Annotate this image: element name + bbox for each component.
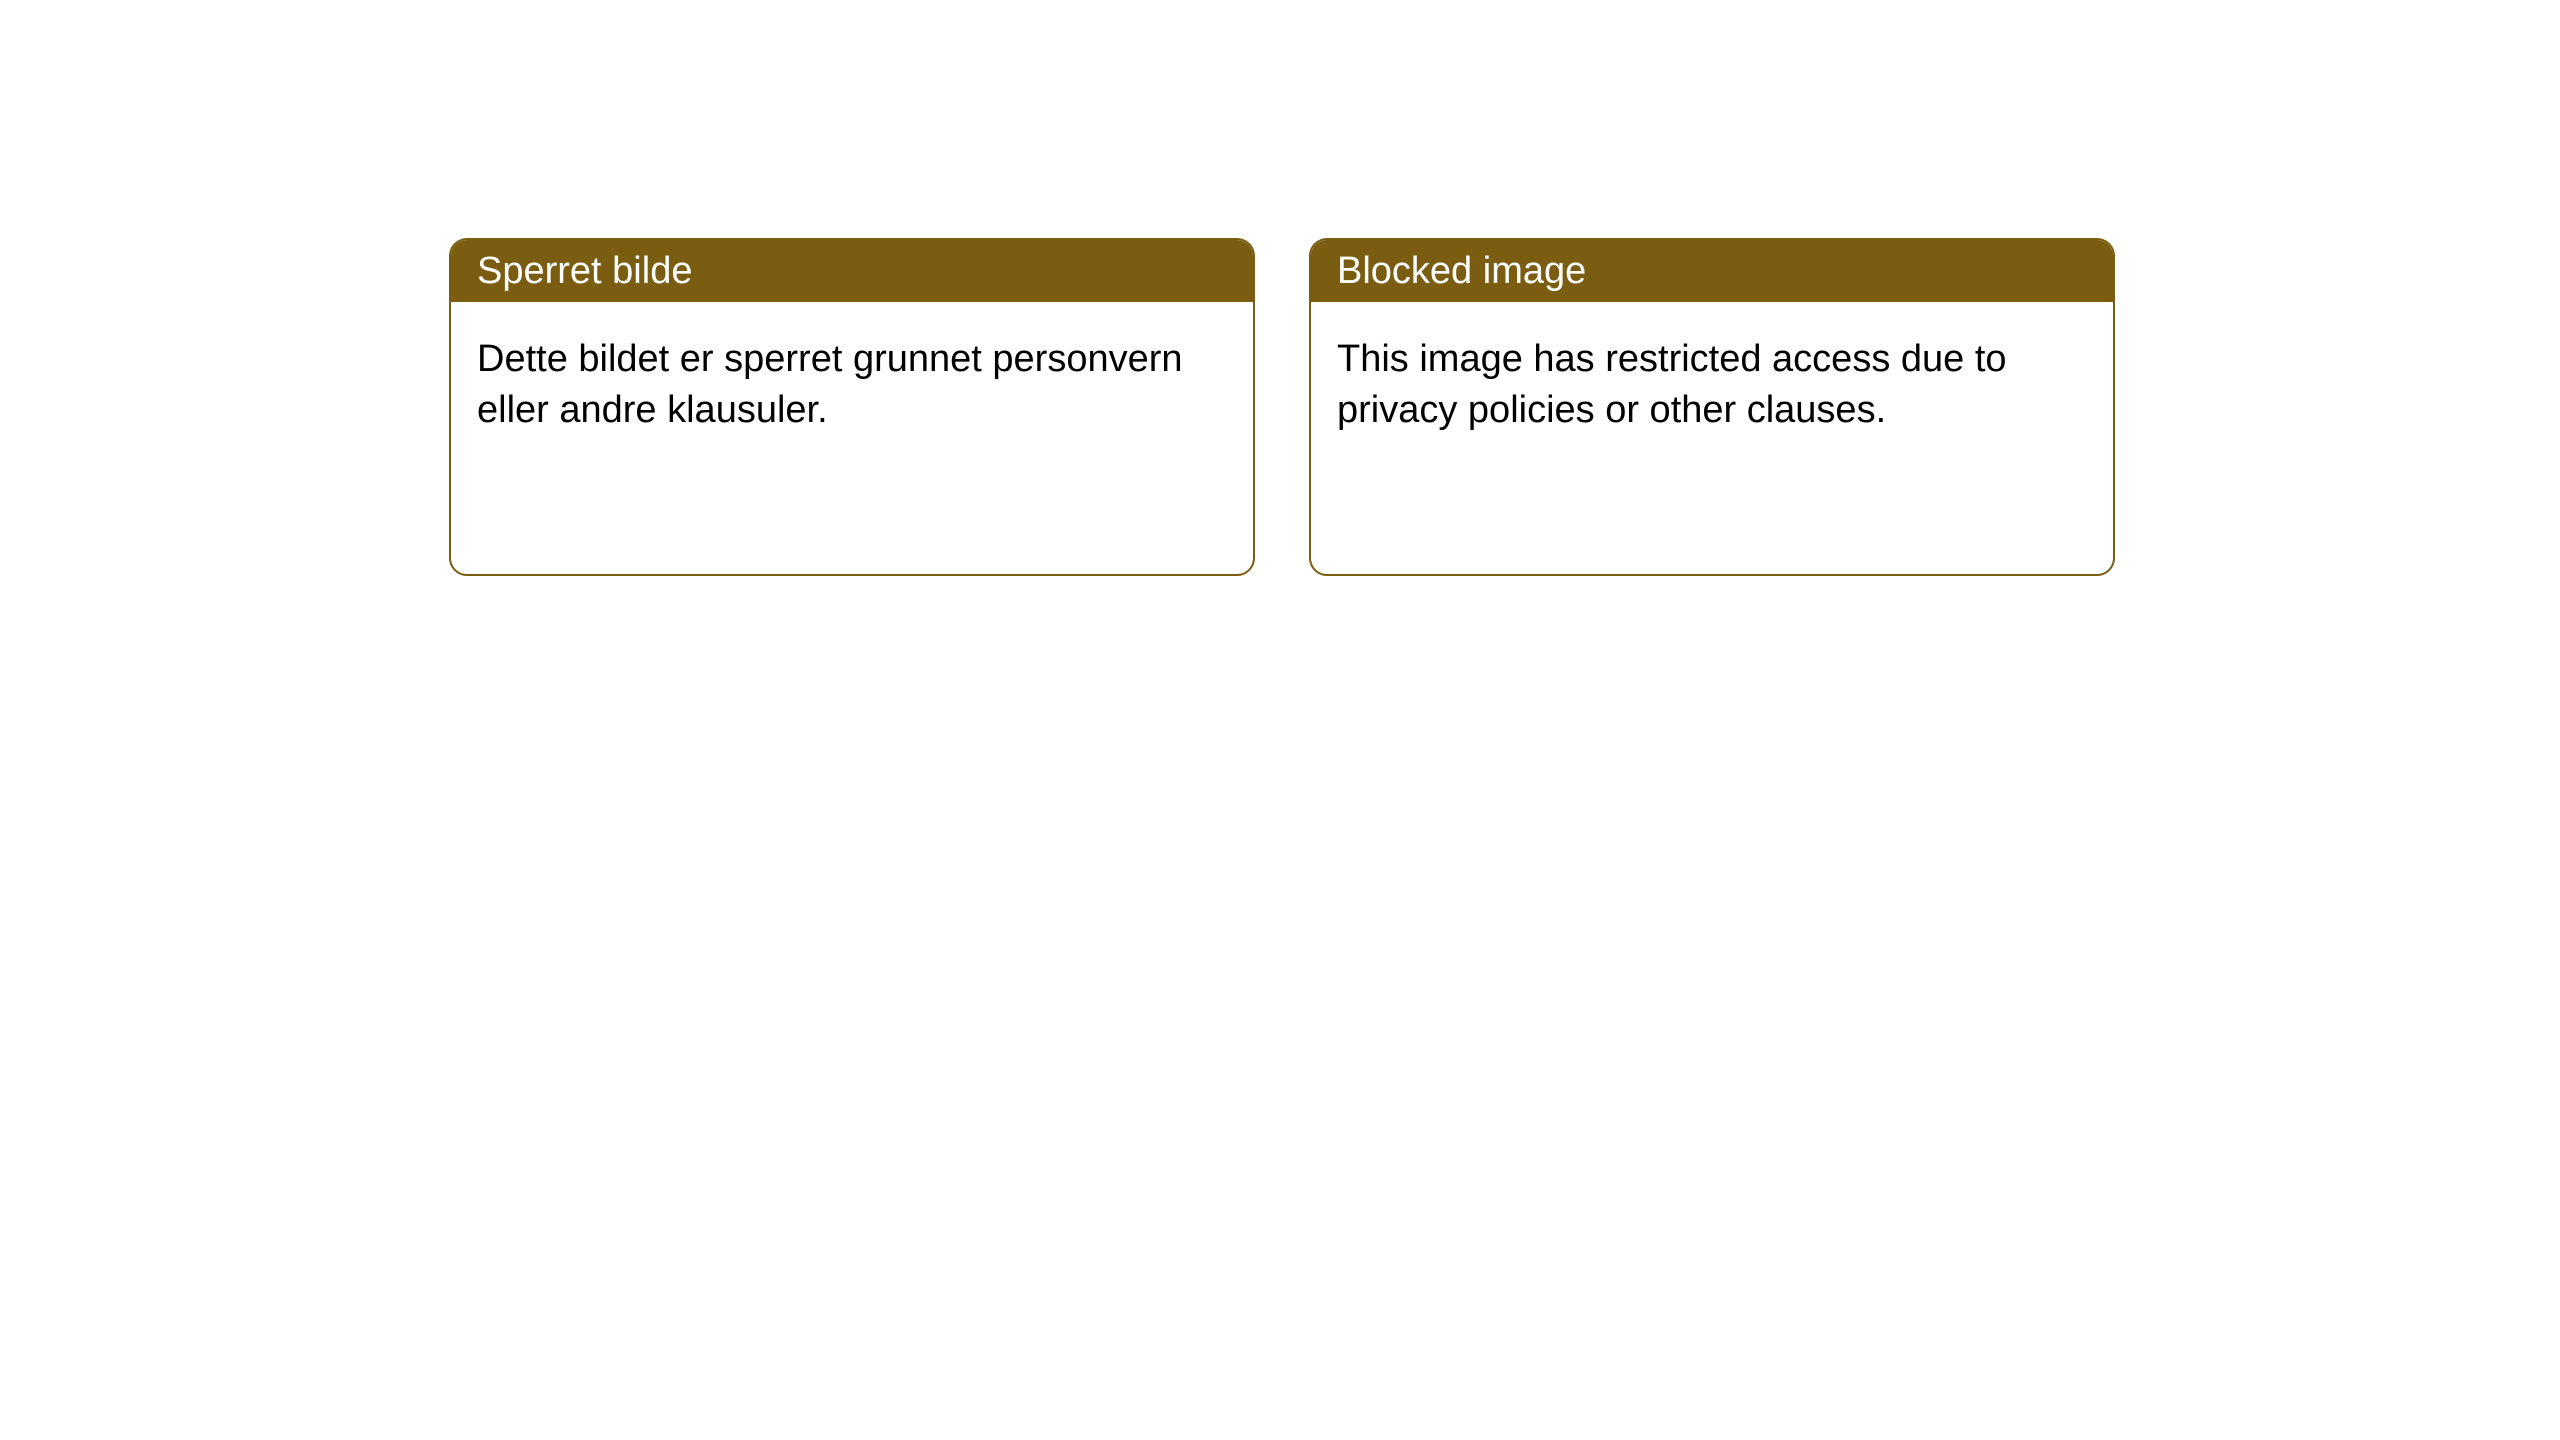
notice-container: Sperret bilde Dette bildet er sperret gr…: [449, 238, 2115, 576]
card-title: Sperret bilde: [477, 250, 692, 293]
card-text: Dette bildet er sperret grunnet personve…: [477, 338, 1183, 431]
notice-card-english: Blocked image This image has restricted …: [1309, 238, 2115, 576]
card-header: Blocked image: [1311, 240, 2113, 302]
card-header: Sperret bilde: [451, 240, 1253, 302]
notice-card-norwegian: Sperret bilde Dette bildet er sperret gr…: [449, 238, 1255, 576]
card-title: Blocked image: [1337, 250, 1586, 293]
card-text: This image has restricted access due to …: [1337, 338, 2007, 431]
card-body: This image has restricted access due to …: [1311, 302, 2113, 469]
card-body: Dette bildet er sperret grunnet personve…: [451, 302, 1253, 469]
